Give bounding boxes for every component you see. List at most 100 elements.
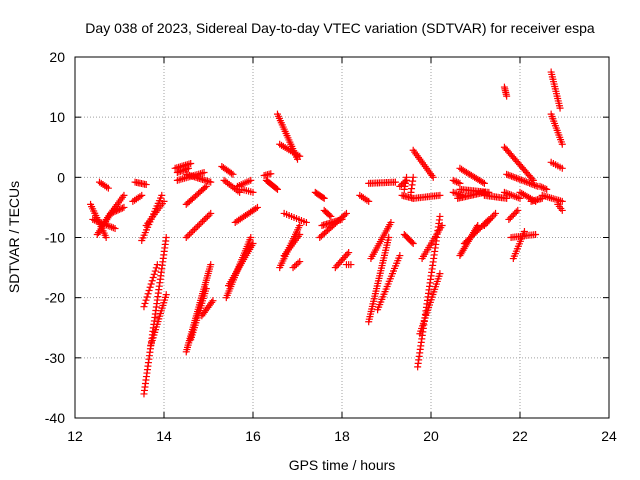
data-point — [153, 261, 161, 269]
data-arc — [356, 191, 373, 205]
data-point — [247, 234, 255, 241]
data-point — [387, 218, 395, 226]
data-point — [296, 221, 304, 229]
data-point — [456, 179, 464, 187]
data-arc — [409, 191, 444, 202]
data-point — [106, 222, 114, 230]
data-point — [199, 217, 207, 225]
data-arc — [527, 194, 546, 205]
data-point — [208, 298, 216, 306]
chart-title: Day 038 of 2023, Sidereal Day-to-day VTE… — [85, 20, 595, 36]
data-point — [503, 92, 511, 100]
x-tick-label: 20 — [423, 428, 439, 444]
data-point — [484, 218, 492, 226]
data-point — [506, 214, 514, 222]
data-point — [144, 290, 152, 298]
data-point — [108, 223, 116, 231]
data-point — [556, 104, 564, 112]
data-point — [120, 203, 128, 211]
data-point — [120, 191, 128, 199]
data-point — [342, 252, 350, 260]
data-point — [145, 286, 153, 294]
data-point — [104, 184, 112, 192]
data-point — [524, 179, 532, 187]
data-point — [207, 261, 215, 269]
data-point — [539, 184, 547, 192]
y-tick-label: -30 — [45, 350, 65, 366]
data-point — [453, 178, 461, 186]
data-point — [141, 299, 149, 307]
data-arc — [107, 203, 128, 217]
y-tick-label: -10 — [45, 230, 65, 246]
data-arc — [418, 221, 446, 263]
data-arc — [505, 206, 522, 223]
data-arc — [129, 191, 146, 205]
data-arc — [171, 159, 195, 172]
data-point — [138, 191, 146, 199]
data-point — [500, 188, 508, 196]
data-point — [479, 178, 487, 186]
axis-ticks — [74, 56, 610, 419]
data-point — [480, 179, 488, 187]
data-point — [96, 218, 104, 226]
data-arc — [262, 176, 281, 193]
data-point — [249, 188, 257, 196]
data-point — [182, 234, 190, 241]
data-point — [147, 280, 155, 288]
data-point — [485, 216, 493, 224]
data-point — [342, 209, 350, 217]
data-point — [296, 230, 304, 238]
data-arc — [480, 209, 500, 229]
data-arc — [187, 285, 210, 344]
data-point — [536, 182, 544, 190]
data-point — [409, 240, 417, 248]
data-arc — [140, 234, 170, 398]
data-arc — [182, 170, 215, 186]
x-tick-label: 16 — [245, 428, 261, 444]
data-point — [201, 184, 209, 192]
data-point — [111, 207, 119, 215]
x-axis-label: GPS time / hours — [289, 457, 396, 473]
data-point — [252, 205, 260, 213]
data-arc — [507, 230, 540, 241]
data-point — [150, 270, 158, 278]
data-point — [273, 185, 281, 193]
data-point — [409, 173, 417, 181]
data-point — [338, 215, 346, 223]
data-point — [451, 177, 459, 185]
data-point — [365, 197, 373, 205]
data-arc — [400, 173, 411, 193]
data-arc — [547, 68, 564, 112]
data-point — [514, 194, 522, 202]
data-point — [516, 175, 524, 183]
data-point — [320, 194, 328, 202]
data-point — [492, 209, 500, 217]
data-point — [480, 221, 488, 229]
data-point — [107, 209, 115, 217]
data-point — [398, 181, 406, 189]
data-point — [116, 205, 123, 213]
data-point — [92, 217, 100, 225]
data-point — [508, 212, 516, 220]
data-point — [529, 180, 537, 188]
data-point — [149, 274, 157, 282]
data-arc — [142, 197, 168, 229]
y-tick-label: 0 — [57, 169, 65, 185]
data-point — [229, 170, 237, 178]
data-point — [509, 192, 517, 200]
data-point — [108, 209, 116, 217]
data-point — [532, 182, 540, 190]
data-point — [511, 173, 519, 181]
data-arc — [131, 178, 150, 189]
data-arc — [500, 188, 524, 202]
data-point — [200, 216, 208, 224]
data-point — [558, 197, 566, 205]
data-arc — [320, 206, 335, 220]
data-arc — [398, 191, 417, 202]
data-point — [521, 177, 529, 185]
data-point — [454, 179, 462, 187]
data-point — [142, 181, 150, 189]
data-point — [272, 184, 280, 192]
data-point — [487, 215, 495, 223]
data-point — [517, 176, 525, 184]
